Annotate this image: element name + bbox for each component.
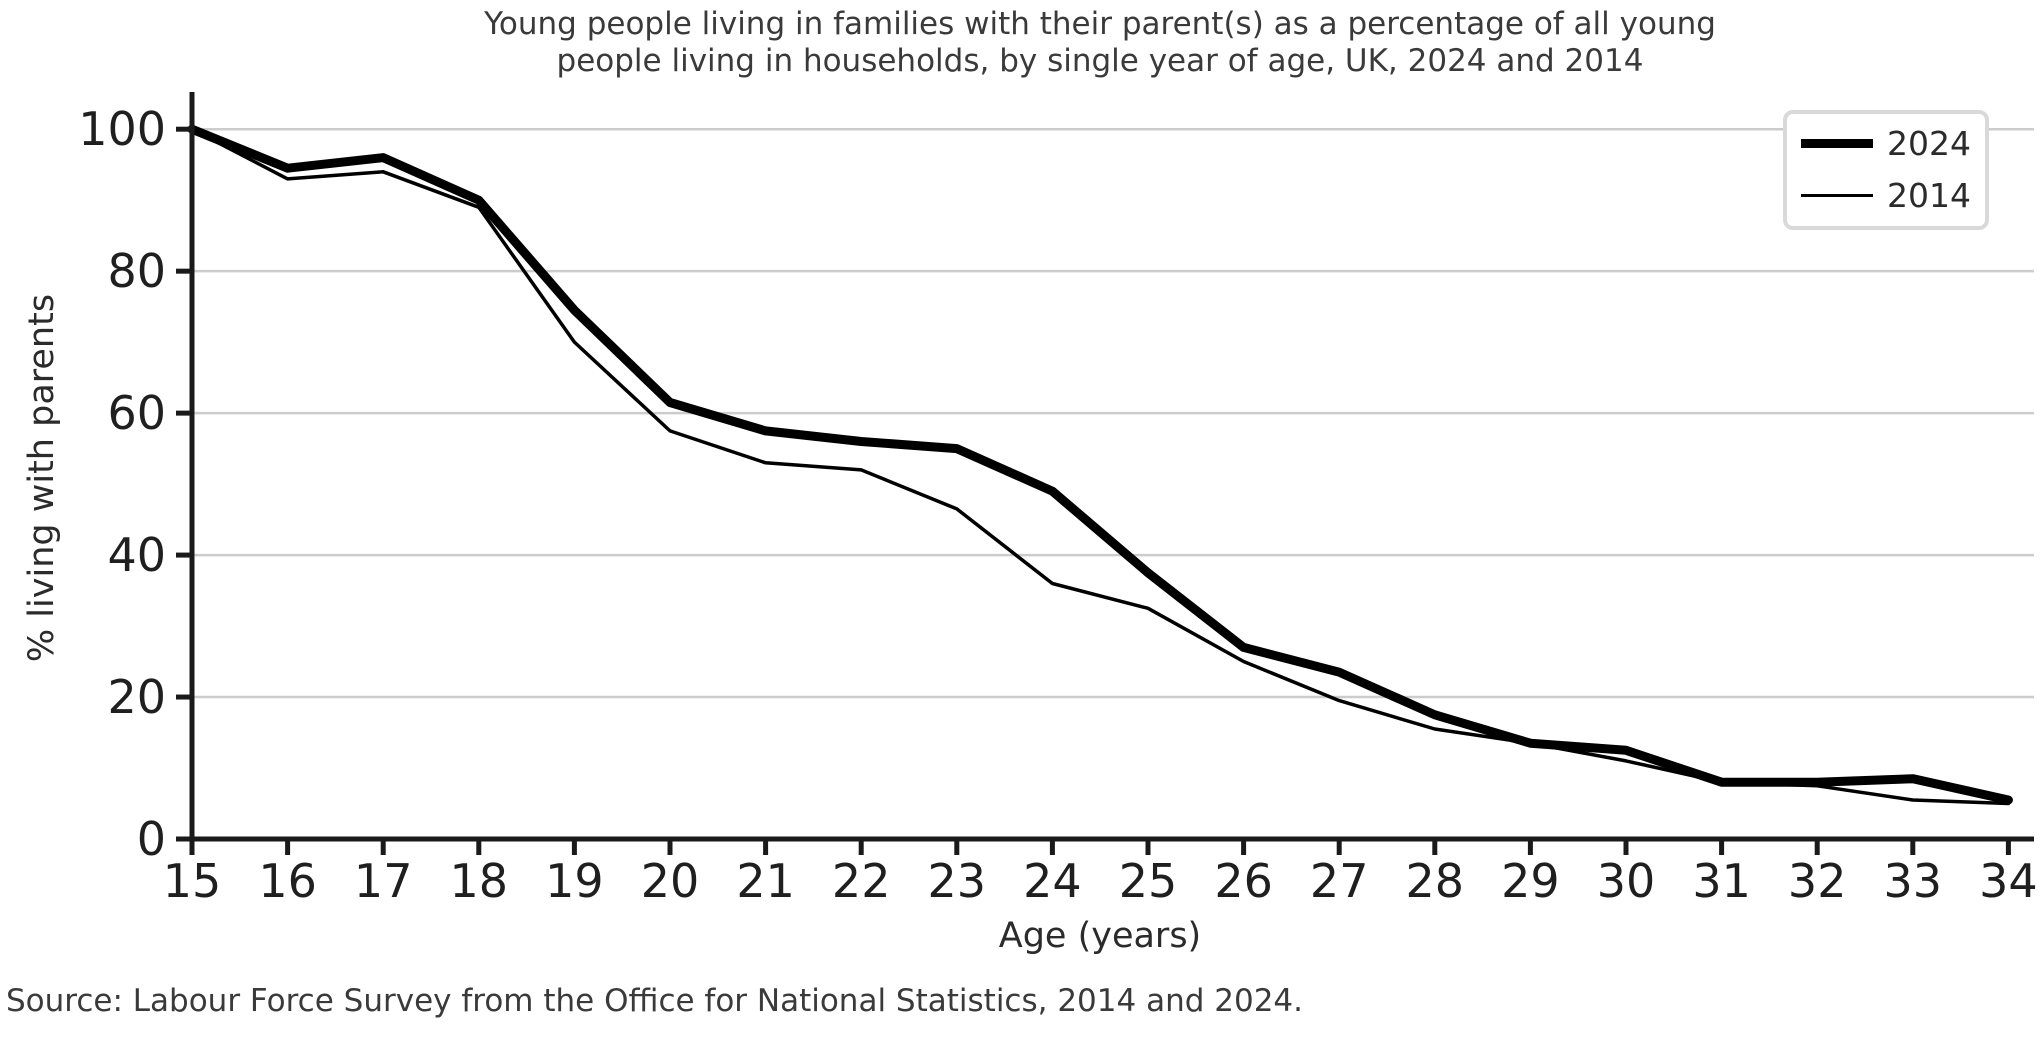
x-tick-label-34: 34 [1979,854,2038,908]
x-tick-label-33: 33 [1884,854,1943,908]
x-tick-label-32: 32 [1788,854,1847,908]
y-axis-label: % living with parents [22,293,62,663]
x-tick-label-20: 20 [641,854,700,908]
x-tick-label-26: 26 [1214,854,1273,908]
x-axis-label: Age (years) [998,916,1202,956]
legend-line-sample-2014 [1801,193,1873,197]
x-tick-label-21: 21 [736,854,795,908]
x-tick-label-22: 22 [832,854,891,908]
x-tick-label-29: 29 [1501,854,1560,908]
series-line-2014 [190,127,2011,806]
x-tick-label-25: 25 [1119,854,1178,908]
source-note: Source: Labour Force Survey from the Off… [6,983,1304,1019]
y-tick-label-0: 0 [137,812,166,866]
x-tick-label-31: 31 [1692,854,1751,908]
legend: 2024 2014 [1783,110,1989,230]
x-tick-label-15: 15 [163,854,222,908]
x-tick-label-28: 28 [1406,854,1465,908]
x-tick-label-18: 18 [450,854,509,908]
y-tick-label-60: 60 [107,386,166,440]
legend-label-2014: 2014 [1887,175,1971,215]
x-tick-label-24: 24 [1023,854,1082,908]
y-tick-label-20: 20 [107,670,166,724]
x-tick-label-19: 19 [545,854,604,908]
x-tick-label-30: 30 [1597,854,1656,908]
y-tick-label-80: 80 [107,244,166,298]
legend-item-2024: 2024 [1801,123,1971,163]
chart-title: Young people living in families with the… [160,6,2040,80]
legend-item-2014: 2014 [1801,175,1971,215]
series-line-2024 [187,124,2013,805]
chart-title-line2: people living in households, by single y… [556,43,1644,79]
y-tick-label-100: 100 [78,102,166,156]
x-tick-label-16: 16 [258,854,317,908]
x-tick-label-17: 17 [354,854,413,908]
x-tick-label-23: 23 [928,854,987,908]
y-tick-label-40: 40 [107,528,166,582]
x-tick-label-27: 27 [1310,854,1369,908]
legend-label-2024: 2024 [1887,123,1971,163]
chart-title-line1: Young people living in families with the… [484,6,1716,42]
legend-line-sample-2024 [1801,138,1873,148]
